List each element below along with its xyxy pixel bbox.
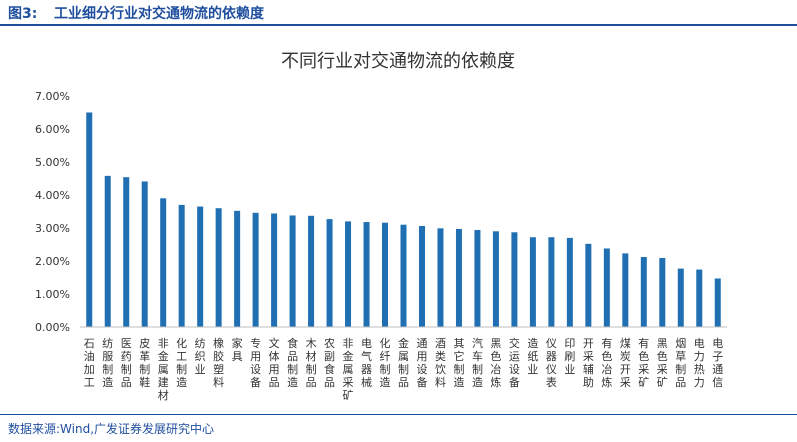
bar (566, 237, 573, 327)
x-tick-label: 专用设备 (250, 336, 261, 389)
x-tick-label: 电子通信 (712, 337, 723, 389)
figure-header: 图3: 工业细分行业对交通物流的依赖度 (0, 0, 797, 26)
x-tick-label: 木材制品 (306, 337, 317, 389)
bar (714, 278, 721, 327)
bar (455, 228, 462, 327)
bar (511, 232, 518, 327)
bar (492, 231, 499, 327)
x-tick-label: 医药制品 (121, 337, 132, 389)
x-tick-label: 造纸业 (527, 336, 538, 376)
bar (289, 215, 296, 327)
x-tick-label: 印刷业 (564, 337, 575, 376)
x-tick-label: 交运设备 (509, 336, 520, 389)
bar (659, 258, 666, 327)
x-tick-label: 食品制造 (287, 336, 298, 389)
bar-chart: 不同行业对交通物流的依赖度 0.00% 1.00% 2.00% 3.00% 4.00% 5… (35, 51, 727, 402)
x-tick-label: 非金属建材 (158, 337, 169, 402)
x-tick-label: 开采辅助 (583, 337, 594, 389)
bar (234, 210, 241, 327)
y-tick-label: 4.00% (35, 189, 70, 202)
x-tick-label: 酒类饮料 (435, 337, 446, 389)
bar (123, 177, 130, 327)
x-tick-label: 非金属采矿 (343, 337, 354, 402)
bar (178, 204, 185, 327)
bar (622, 253, 629, 327)
bar (474, 229, 481, 327)
figure-title: 工业细分行业对交通物流的依赖度 (54, 6, 264, 22)
y-tick-label: 2.00% (35, 255, 70, 268)
bar (382, 222, 389, 327)
source-note: 数据来源:Wind,广发证券发展研究中心 (8, 422, 215, 436)
x-tick-label: 仪器仪表 (546, 337, 557, 389)
bar (104, 175, 111, 327)
bar (141, 181, 148, 327)
x-tick-label: 家具 (232, 336, 243, 363)
chart-title: 不同行业对交通物流的依赖度 (281, 51, 515, 72)
bar (677, 268, 684, 327)
x-tick-label: 农副食品 (324, 336, 335, 389)
x-tick-label: 黑色采矿 (657, 337, 668, 389)
x-tick-label: 石油加工 (84, 337, 95, 389)
x-axis: 石油加工纺服制造医药制品皮革制鞋非金属建材化工制造纺织业橡胶塑料家具专用设备文体… (80, 326, 727, 402)
x-tick-label: 化工制造 (176, 336, 187, 389)
bar (326, 219, 333, 327)
footer-rule (0, 414, 797, 415)
x-tick-label: 橡胶塑料 (213, 337, 224, 389)
bar (308, 215, 315, 327)
x-tick-label: 黑色冶炼 (490, 337, 501, 389)
bar (197, 206, 204, 327)
x-tick-label: 通用设备 (416, 337, 427, 389)
bar (529, 237, 536, 327)
y-tick-label: 7.00% (35, 90, 70, 103)
y-tick-label: 6.00% (35, 123, 70, 136)
bar (603, 248, 610, 327)
x-tick-label: 其它制造 (453, 337, 464, 389)
x-tick-label: 文体用品 (269, 336, 280, 389)
bar (585, 243, 592, 327)
x-tick-label: 煤炭开采 (620, 337, 631, 389)
y-tick-label: 0.00% (35, 321, 70, 334)
x-tick-label: 金属制品 (398, 336, 409, 389)
y-axis: 0.00% 1.00% 2.00% 3.00% 4.00% 5.00% 6.00% 7.00% (35, 90, 70, 334)
x-tick-label: 有色采矿 (638, 336, 649, 389)
x-tick-label: 纺服制造 (102, 336, 113, 389)
bar (271, 213, 278, 327)
bar (640, 257, 647, 327)
bar (160, 198, 167, 327)
x-tick-label: 有色冶炼 (601, 336, 612, 389)
header-rule (0, 24, 797, 26)
bar (215, 208, 222, 327)
bar (252, 212, 259, 327)
x-tick-label: 纺织业 (195, 336, 206, 376)
bar (696, 269, 703, 327)
x-tick-label: 电气器械 (361, 337, 372, 389)
bar (400, 224, 407, 327)
figure-label: 图3: (8, 6, 38, 22)
y-tick-label: 5.00% (35, 156, 70, 169)
x-tick-label: 电力热力 (694, 337, 705, 389)
bar (86, 112, 93, 327)
x-tick-label: 汽车制造 (472, 336, 483, 389)
y-tick-label: 1.00% (35, 288, 70, 301)
x-tick-label: 烟草制品 (675, 336, 686, 389)
bar (345, 221, 352, 327)
y-tick-label: 3.00% (35, 222, 70, 235)
bar (363, 222, 370, 327)
bar (548, 237, 555, 327)
bar (418, 226, 425, 327)
bars (86, 112, 721, 327)
x-tick-label: 皮革制鞋 (139, 337, 150, 389)
x-tick-label: 化纤制造 (380, 336, 391, 389)
bar (437, 228, 444, 327)
